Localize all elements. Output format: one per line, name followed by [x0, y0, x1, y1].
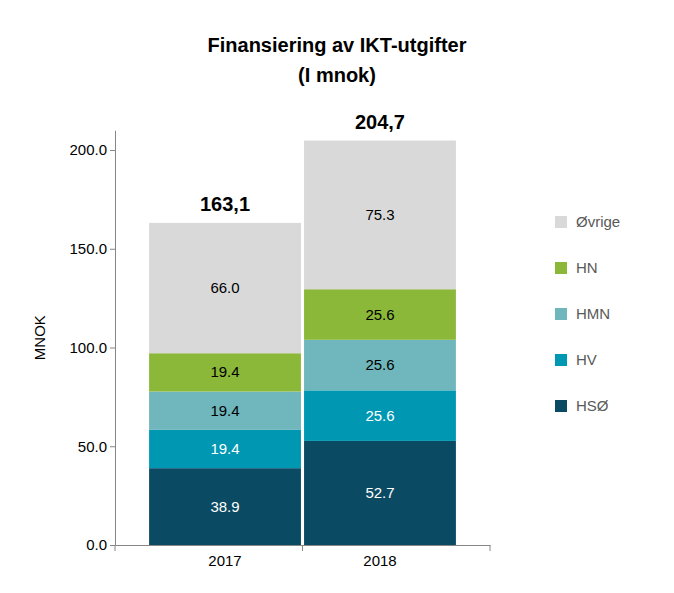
legend-swatch [555, 308, 567, 320]
x-separator [115, 545, 116, 551]
data-label: 75.3 [365, 206, 394, 223]
title: Finansiering av IKT-utgifter [208, 34, 467, 56]
legend-swatch [555, 400, 567, 412]
bar-segment [149, 392, 301, 430]
y-tick-label: 100.0 [69, 339, 107, 356]
data-labels: 38.9 52.7 19.4 25.6 19.4 25.6 19.4 25.6 66.0 75.3 [210, 206, 394, 515]
data-label: 38.9 [210, 498, 239, 515]
y-tick-mark [110, 446, 115, 447]
legend-swatch [555, 216, 567, 228]
subtitle: (I mnok) [298, 64, 376, 86]
bar-segment [304, 390, 456, 441]
bar-segment [304, 340, 456, 391]
y-tick: 100.0 [69, 339, 115, 356]
x-separator [302, 545, 303, 551]
data-label: 66.0 [210, 279, 239, 296]
y-tick-mark [110, 348, 115, 349]
legend-swatch [555, 354, 567, 366]
chart: Finansiering av IKT-utgifter (I mnok) 0.0 5… [0, 0, 674, 593]
bar-segment [149, 468, 301, 545]
legend-label: HSØ [576, 397, 609, 414]
legend-swatch [555, 262, 567, 274]
bar-segment [304, 441, 456, 545]
y-tick-label: 50.0 [78, 438, 107, 455]
legend-label: Øvrige [576, 213, 620, 230]
y-tick-mark [110, 545, 115, 546]
x-tick-label: 2017 [208, 552, 241, 569]
y-tick-label: 0.0 [86, 536, 107, 553]
data-label: 52.7 [365, 484, 394, 501]
x-separator [490, 545, 491, 551]
y-tick: 200.0 [69, 141, 115, 158]
y-tick-label: 150.0 [69, 240, 107, 257]
bar-segment [149, 223, 301, 353]
bar-segment [149, 430, 301, 468]
legend-label: HMN [576, 305, 610, 322]
x-tick-label: 2018 [363, 552, 396, 569]
bar-segment [149, 353, 301, 391]
legend-label: HN [576, 259, 598, 276]
x-tick: 2018 [363, 545, 396, 569]
x-axis: 2017 2018 [116, 545, 491, 569]
data-label: 25.6 [365, 356, 394, 373]
total-label: 163,1 [200, 193, 250, 215]
legend: Øvrige HN HMN HV HSØ [555, 213, 620, 414]
y-tick: 0.0 [86, 536, 115, 553]
data-label: 25.6 [365, 407, 394, 424]
legend-label: HV [576, 351, 597, 368]
data-label: 19.4 [210, 402, 239, 419]
data-label: 19.4 [210, 363, 239, 380]
x-tick: 2017 [208, 545, 241, 569]
data-label: 19.4 [210, 440, 239, 457]
bar-segment [304, 289, 456, 340]
y-axis-line [115, 131, 116, 546]
total-label: 204,7 [355, 111, 405, 133]
bar-segment [304, 141, 456, 290]
y-tick: 50.0 [78, 438, 115, 455]
bars [149, 141, 456, 545]
y-tick-mark [110, 150, 115, 151]
y-tick: 150.0 [69, 240, 115, 257]
y-tick-mark [110, 249, 115, 250]
y-axis: 0.0 50.0 100.0 150.0 200.0 [69, 131, 115, 554]
data-label: 25.6 [365, 306, 394, 323]
y-axis-title: MNOK [31, 315, 48, 360]
y-tick-label: 200.0 [69, 141, 107, 158]
